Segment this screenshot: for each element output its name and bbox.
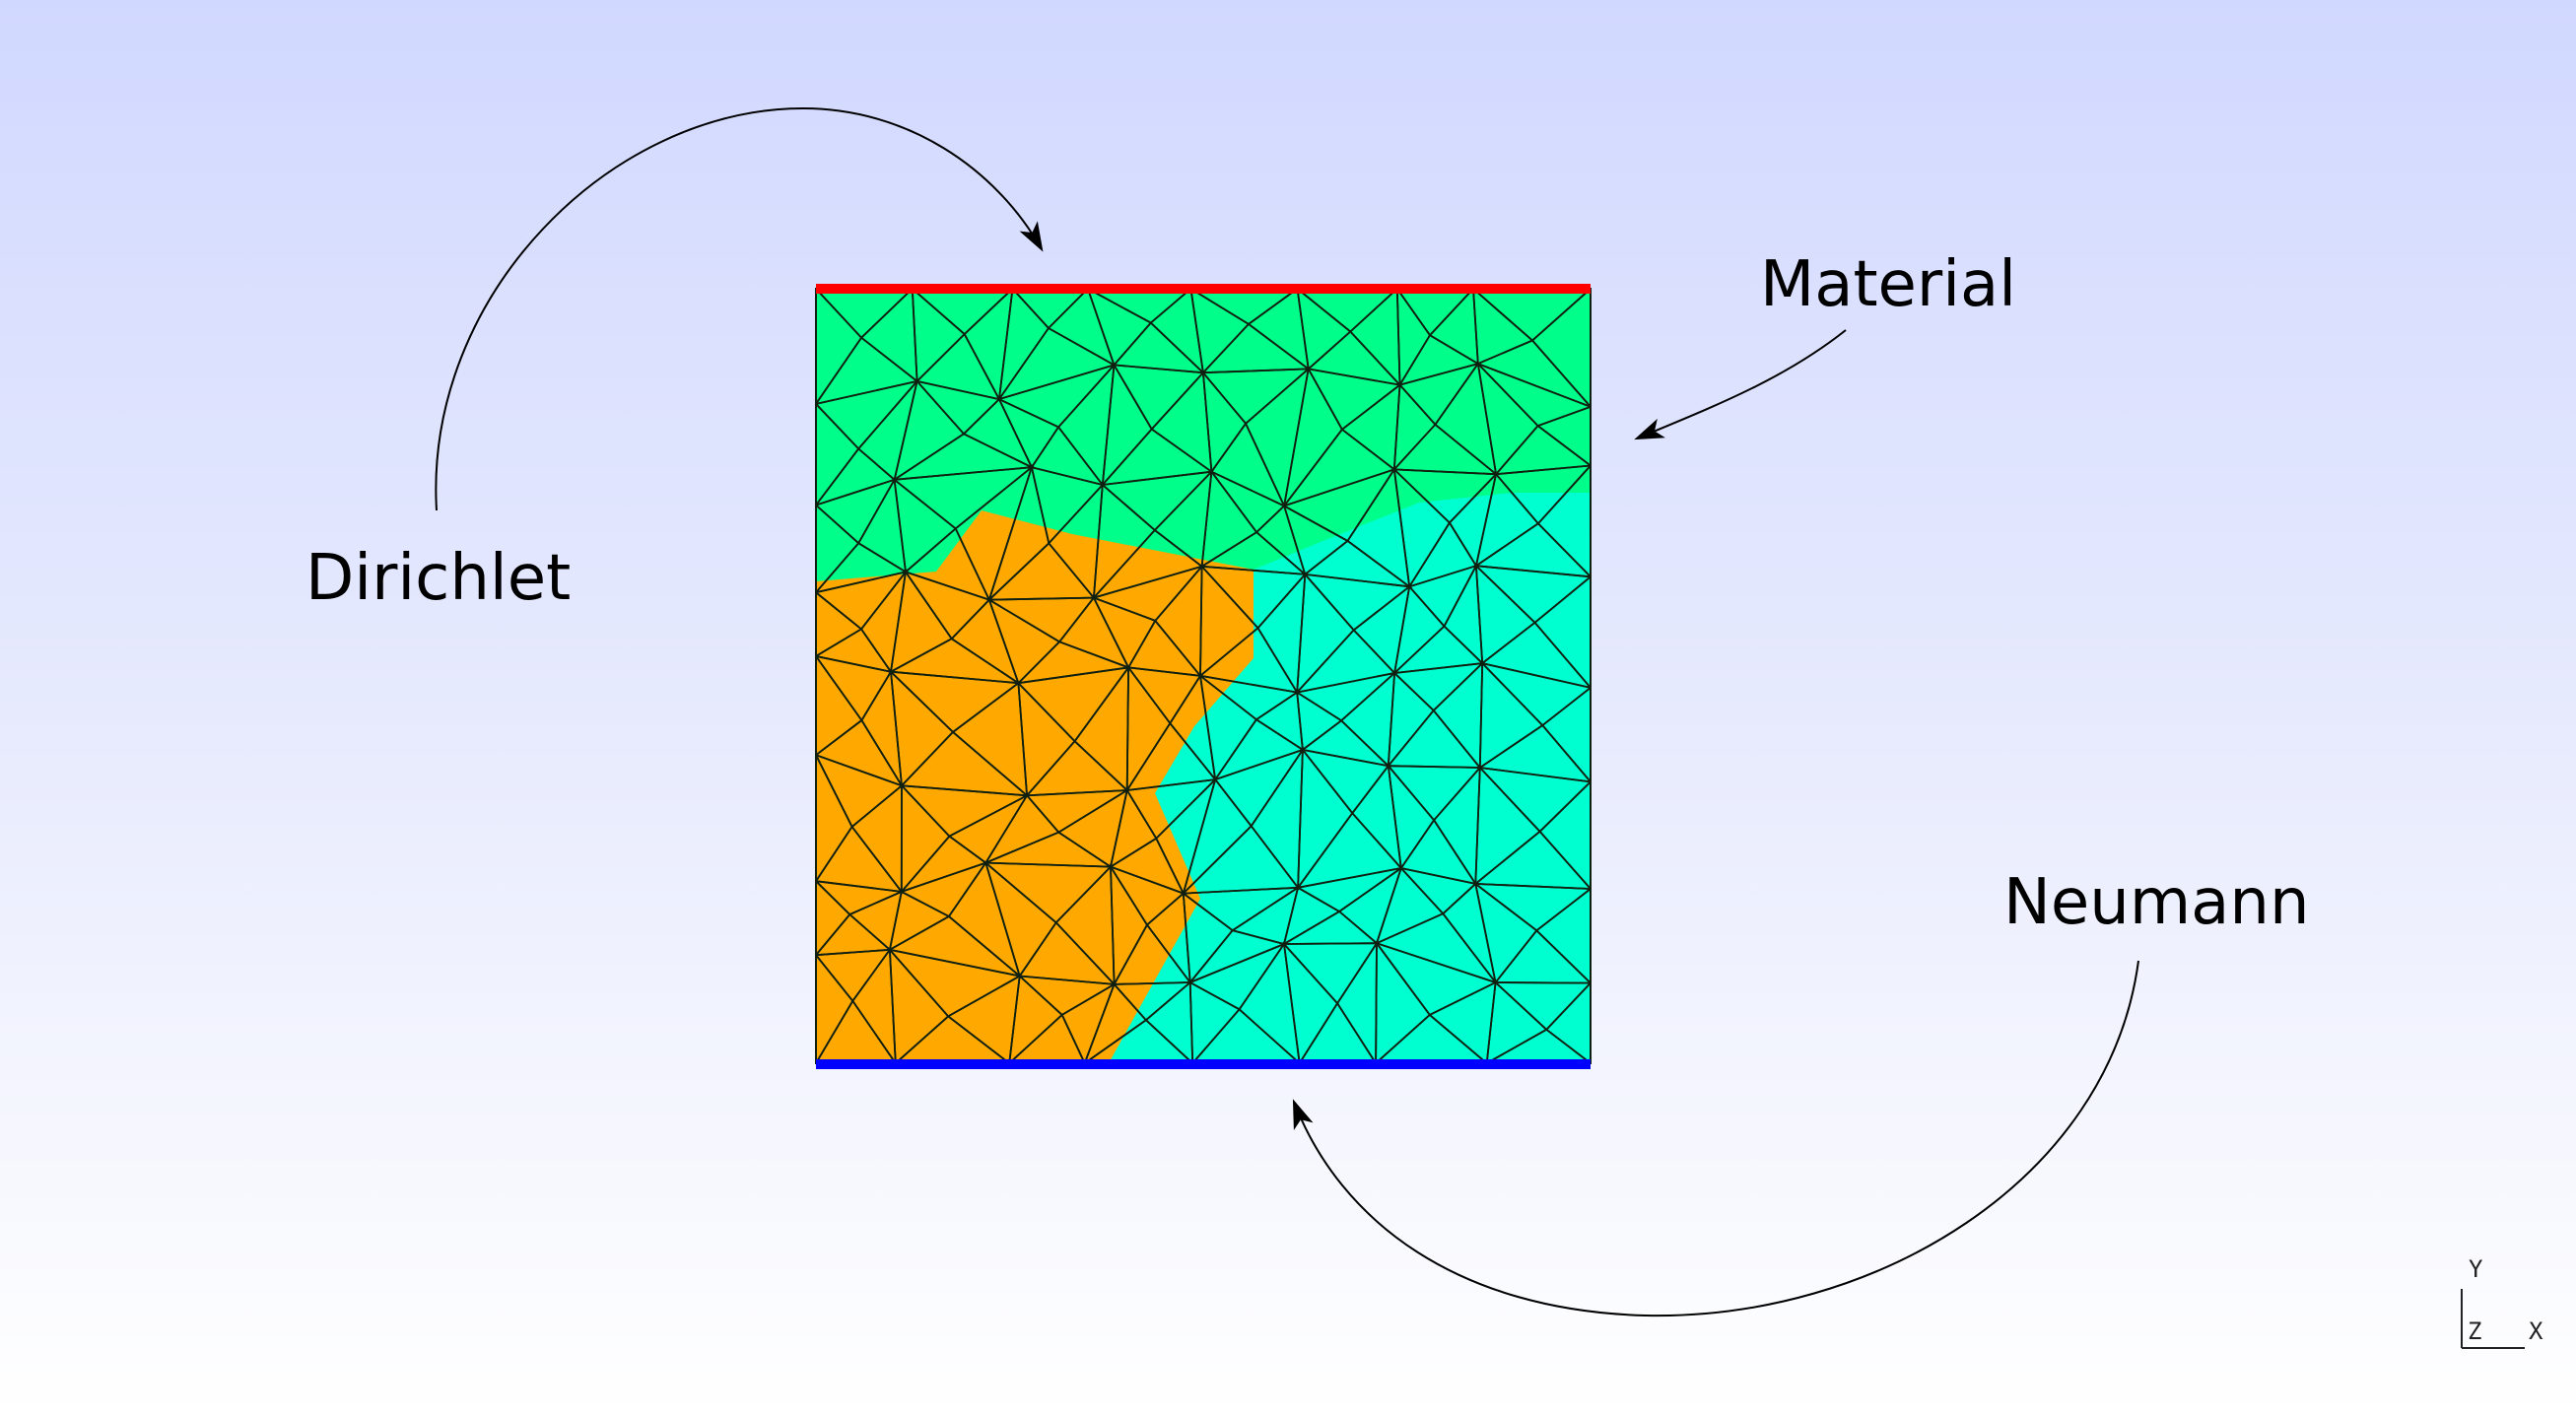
mesh-triangle xyxy=(1478,660,1544,770)
dirichlet-label: Dirichlet xyxy=(305,542,571,615)
triangle-mesh xyxy=(816,289,1591,1063)
mesh-triangle xyxy=(1201,370,1248,475)
axis-triad: Y Z X xyxy=(2461,1255,2543,1349)
mesh-triangle xyxy=(1008,974,1064,1063)
mesh-triangle xyxy=(998,289,1051,400)
mesh-triangle xyxy=(997,397,1060,470)
neumann-label: Neumann xyxy=(2003,866,2310,939)
mesh-triangle xyxy=(1473,881,1538,985)
mesh-triangle xyxy=(888,947,950,1063)
mesh-triangle xyxy=(1282,504,1350,576)
mesh-triangle xyxy=(816,289,863,406)
mesh-triangle xyxy=(816,504,860,594)
material-arrow xyxy=(1634,329,1847,440)
mesh-triangle xyxy=(1101,362,1153,488)
mesh-triangle xyxy=(1375,866,1445,945)
mesh-triangle xyxy=(1283,366,1343,506)
mesh-triangle xyxy=(1395,289,1432,388)
mesh-triangle xyxy=(983,859,1057,978)
mesh-triangle xyxy=(816,879,851,957)
mesh-triangle xyxy=(1485,980,1548,1063)
mesh-triangle xyxy=(1282,941,1339,1063)
mesh-triangle xyxy=(1474,563,1536,665)
mesh-triangle xyxy=(816,654,863,757)
mesh-triangle xyxy=(1182,891,1234,985)
mesh-triangle xyxy=(1476,361,1539,477)
y-axis-label: Y xyxy=(2469,1255,2483,1283)
mesh-triangle xyxy=(888,890,951,952)
mesh-triangle xyxy=(1188,980,1242,1063)
mesh-triangle xyxy=(987,463,1051,601)
mesh-triangle xyxy=(816,754,853,883)
mesh-triangle xyxy=(893,378,966,482)
mesh-triangle xyxy=(1296,289,1352,371)
mesh-triangle xyxy=(893,477,958,574)
mesh-triangle xyxy=(1083,982,1148,1063)
z-axis-label: Z xyxy=(2468,1317,2481,1345)
mesh-triangle xyxy=(983,793,1060,865)
mesh-triangle xyxy=(987,597,1061,685)
mesh-triangle xyxy=(1109,787,1158,869)
mesh-triangle xyxy=(1392,584,1446,676)
mesh-triangle xyxy=(1086,289,1153,368)
mesh-triangle xyxy=(1474,765,1541,886)
mesh-triangle xyxy=(1125,664,1172,794)
dirichlet-arrow xyxy=(435,106,1044,511)
mesh-triangle xyxy=(816,591,863,657)
mesh-triangle xyxy=(1474,472,1540,569)
mesh-triangle xyxy=(1392,382,1437,472)
mesh-triangle xyxy=(816,402,860,507)
mesh-triangle xyxy=(1296,572,1355,696)
mesh-triangle xyxy=(1182,777,1253,897)
mesh-triangle xyxy=(1017,680,1076,798)
mesh-triangle xyxy=(1387,671,1435,769)
mesh-triangle xyxy=(889,669,955,788)
mesh-triangle xyxy=(1198,673,1258,782)
mesh-triangle xyxy=(1375,940,1432,1063)
mesh-triangle xyxy=(900,783,951,895)
region-right-cyan xyxy=(1109,493,1591,1063)
mesh-triangle xyxy=(1092,483,1157,601)
mesh-triangle xyxy=(1472,289,1534,366)
mesh-triangle xyxy=(816,953,854,1063)
x-axis-label: X xyxy=(2529,1317,2543,1345)
mesh-triangle xyxy=(1092,595,1157,670)
mesh-triangle xyxy=(1189,289,1251,375)
mesh-triangle xyxy=(1392,466,1452,589)
material-label: Material xyxy=(1760,248,2016,321)
mesh-triangle xyxy=(1296,690,1343,752)
mesh-triangle xyxy=(1282,886,1341,946)
mesh-triangle xyxy=(889,570,954,674)
mesh-triangle xyxy=(1110,863,1149,988)
mesh-triangle xyxy=(1387,763,1436,871)
mesh-triangle xyxy=(1297,747,1354,891)
mesh-triangle xyxy=(911,289,967,383)
mesh-triangle xyxy=(1200,469,1258,569)
neumann-arrow xyxy=(1292,960,2139,1317)
mesh-triangle xyxy=(1199,564,1259,678)
